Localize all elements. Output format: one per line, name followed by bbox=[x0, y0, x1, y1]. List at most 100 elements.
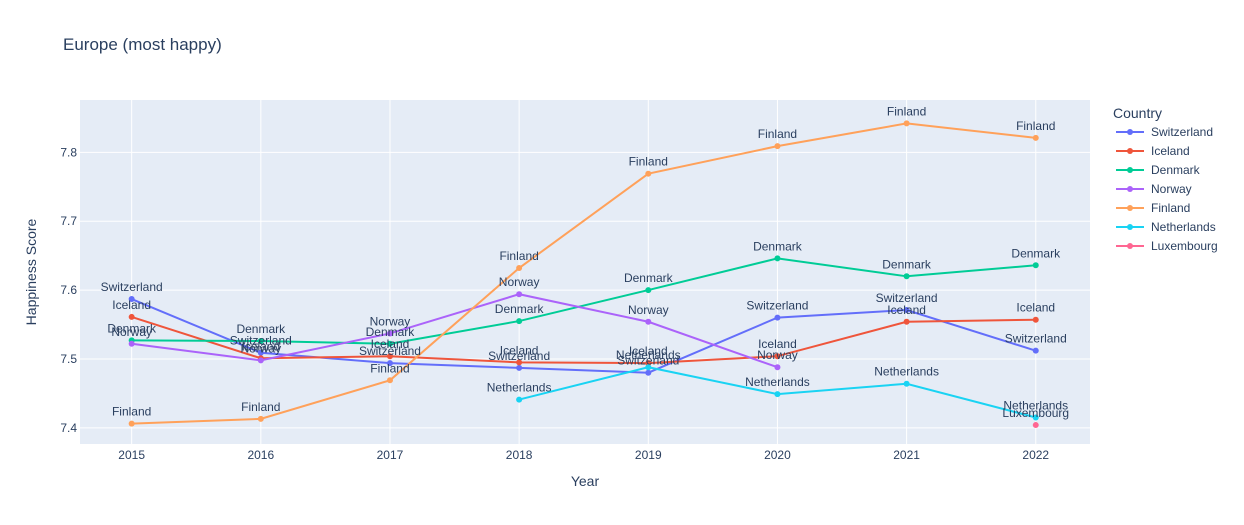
x-tick-label: 2020 bbox=[764, 448, 791, 462]
x-tick-label: 2019 bbox=[635, 448, 662, 462]
data-label-norway: Norway bbox=[499, 275, 540, 289]
x-tick-label: 2017 bbox=[377, 448, 404, 462]
data-point-netherlands bbox=[645, 364, 652, 371]
data-point-luxembourg bbox=[1032, 422, 1039, 429]
data-point-norway bbox=[257, 357, 264, 364]
data-point-finland bbox=[516, 265, 523, 272]
data-point-netherlands bbox=[516, 396, 523, 403]
data-label-denmark: Denmark bbox=[107, 321, 157, 335]
data-label-finland: Finland bbox=[629, 155, 668, 169]
legend-item-finland: Finland bbox=[1151, 201, 1190, 215]
x-tick-label: 2015 bbox=[118, 448, 145, 462]
data-label-denmark: Denmark bbox=[495, 302, 545, 316]
data-label-finland: Finland bbox=[241, 400, 280, 414]
legend-item-denmark: Denmark bbox=[1151, 163, 1201, 177]
data-point-norway bbox=[128, 340, 135, 347]
data-label-iceland: Iceland bbox=[241, 339, 280, 353]
grid-layer bbox=[80, 100, 1090, 444]
data-label-denmark: Denmark bbox=[366, 325, 416, 339]
legend-title: Country bbox=[1113, 105, 1162, 121]
data-point-denmark bbox=[386, 340, 393, 347]
series-finland bbox=[128, 120, 1039, 427]
data-point-norway bbox=[516, 291, 523, 298]
data-label-norway: Norway bbox=[628, 303, 669, 317]
data-label-switzerland: Switzerland bbox=[359, 344, 421, 358]
data-label-iceland: Iceland bbox=[629, 344, 668, 358]
data-label-norway: Norway bbox=[370, 314, 411, 328]
data-label-iceland: Iceland bbox=[112, 298, 151, 312]
data-point-iceland bbox=[774, 353, 781, 360]
data-label-finland: Finland bbox=[370, 361, 409, 375]
data-label-denmark: Denmark bbox=[1011, 246, 1061, 260]
data-point-denmark bbox=[257, 338, 264, 345]
x-tick-label: 2022 bbox=[1022, 448, 1049, 462]
data-point-finland bbox=[257, 415, 264, 422]
series-layer bbox=[128, 120, 1039, 429]
y-tick-label: 7.8 bbox=[60, 145, 77, 159]
data-point-switzerland bbox=[1032, 347, 1039, 354]
data-label-switzerland: Switzerland bbox=[617, 354, 679, 368]
series-line-switzerland bbox=[131, 298, 1037, 374]
legend-item-switzerland: Switzerland bbox=[1151, 125, 1213, 139]
data-point-finland bbox=[386, 377, 393, 384]
data-label-luxembourg: Luxembourg bbox=[1002, 406, 1069, 420]
legend-marker-denmark bbox=[1127, 167, 1133, 173]
data-label-finland: Finland bbox=[758, 127, 797, 141]
data-point-switzerland bbox=[645, 369, 652, 376]
data-label-denmark: Denmark bbox=[882, 257, 932, 271]
data-label-netherlands: Netherlands bbox=[1003, 398, 1068, 412]
data-point-denmark bbox=[516, 318, 523, 325]
data-point-switzerland bbox=[774, 314, 781, 321]
data-point-iceland bbox=[645, 360, 652, 367]
data-point-switzerland bbox=[128, 296, 135, 303]
series-switzerland bbox=[128, 296, 1039, 376]
legend-marker-switzerland bbox=[1127, 129, 1133, 135]
data-label-norway: Norway bbox=[757, 348, 798, 362]
series-line-iceland bbox=[131, 315, 1036, 365]
legend-marker-luxembourg bbox=[1127, 243, 1133, 249]
x-tick-label: 2021 bbox=[893, 448, 920, 462]
chart-title: Europe (most happy) bbox=[63, 35, 222, 54]
legend-item-iceland: Iceland bbox=[1151, 144, 1190, 158]
data-point-iceland bbox=[903, 318, 910, 325]
data-label-iceland: Iceland bbox=[887, 303, 926, 317]
data-point-finland bbox=[128, 420, 135, 427]
y-tick-label: 7.6 bbox=[60, 283, 77, 297]
data-point-denmark bbox=[645, 287, 652, 294]
series-line-denmark bbox=[131, 257, 1036, 345]
x-tick-label: 2018 bbox=[506, 448, 533, 462]
legend: Country Switzerland Iceland Denmark Norway F… bbox=[1113, 105, 1218, 253]
series-denmark bbox=[128, 255, 1039, 347]
data-label-iceland: Iceland bbox=[371, 337, 410, 351]
data-point-norway bbox=[645, 318, 652, 325]
data-point-finland bbox=[774, 143, 781, 150]
data-point-iceland bbox=[386, 353, 393, 360]
series-netherlands bbox=[516, 364, 1039, 421]
data-label-finland: Finland bbox=[112, 405, 151, 419]
data-label-switzerland: Switzerland bbox=[101, 280, 163, 294]
label-layer: Switzerland Switzerland Switzerland Switzer… bbox=[101, 104, 1069, 420]
legend-marker-finland bbox=[1127, 205, 1133, 211]
data-point-norway bbox=[386, 330, 393, 337]
data-label-netherlands: Netherlands bbox=[745, 375, 810, 389]
data-label-denmark: Denmark bbox=[753, 239, 803, 253]
axes-layer: 2015 2016 2017 2018 2019 2020 2021 2022 7.4 7.5 7.… bbox=[60, 145, 1049, 462]
series-luxembourg bbox=[1032, 422, 1039, 429]
data-label-finland: Finland bbox=[499, 249, 538, 263]
legend-marker-norway bbox=[1127, 186, 1133, 192]
data-label-iceland: Iceland bbox=[758, 337, 797, 351]
y-axis-title: Happiness Score bbox=[23, 218, 39, 325]
y-tick-label: 7.5 bbox=[60, 352, 77, 366]
legend-item-norway: Norway bbox=[1151, 182, 1192, 196]
data-point-iceland bbox=[516, 359, 523, 366]
data-label-denmark: Denmark bbox=[624, 271, 674, 285]
data-label-finland: Finland bbox=[887, 104, 926, 118]
series-norway bbox=[128, 291, 781, 371]
data-point-switzerland bbox=[516, 364, 523, 371]
data-point-switzerland bbox=[386, 360, 393, 367]
data-label-switzerland: Switzerland bbox=[876, 291, 938, 305]
y-tick-label: 7.4 bbox=[60, 421, 77, 435]
y-tick-label: 7.7 bbox=[60, 214, 77, 228]
legend-item-luxembourg: Luxembourg bbox=[1151, 239, 1218, 253]
data-point-netherlands bbox=[1032, 414, 1039, 421]
